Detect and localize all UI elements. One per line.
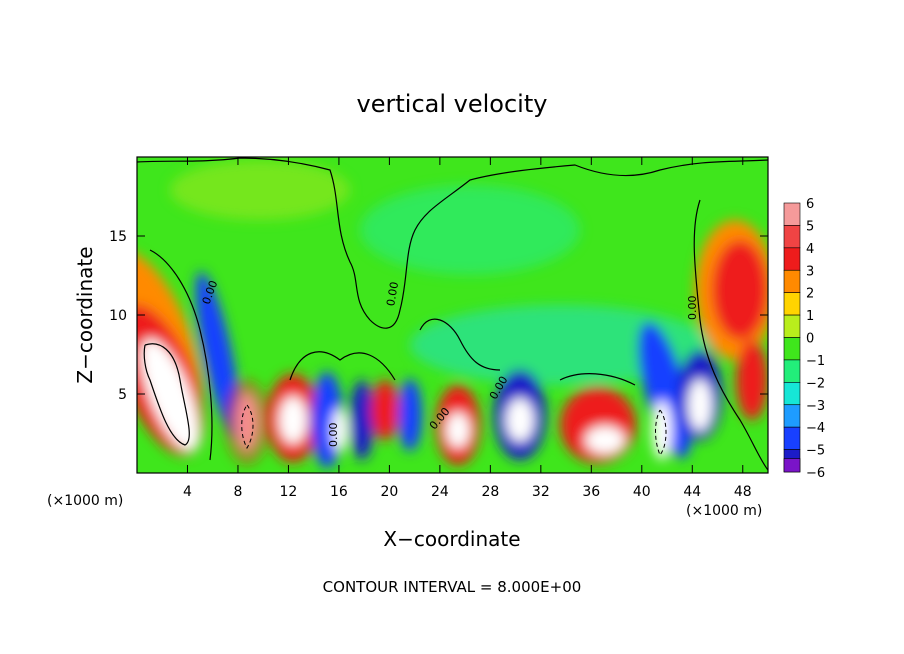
contour-label-6: 0.00: [327, 423, 340, 448]
white-core-26: [446, 412, 470, 448]
y-tick-label-0: 5: [118, 387, 127, 403]
right-red-lower: [736, 340, 768, 420]
blue-streak-8: [195, 271, 241, 439]
x-tick-label-8: 36: [582, 484, 600, 500]
contour-interval-footer: CONTOUR INTERVAL = 8.000E+00: [323, 578, 582, 596]
colorbar-label-2: 4: [806, 242, 814, 257]
zero-contours: [137, 157, 768, 471]
y-unit-label: (×1000 m): [47, 493, 123, 509]
x-tick-label-5: 24: [431, 484, 449, 500]
zero-contour-left: [149, 249, 213, 461]
negative-contours: [241, 404, 667, 456]
blue-band-42: [638, 322, 692, 458]
right-red-core: [712, 240, 768, 340]
red-ring-8: [225, 380, 269, 464]
x-tick-label-3: 16: [330, 484, 348, 500]
inner-contour-left: [143, 343, 190, 446]
y-tick-label-1: 10: [109, 308, 127, 324]
x-tick-label-9: 40: [633, 484, 651, 500]
colorbar-label-11: −5: [806, 444, 825, 459]
colorbar-swatch-5: [783, 314, 801, 338]
colorbar-swatch-2: [783, 247, 801, 271]
upper-cyan-patch: [360, 185, 580, 275]
colorbar-swatch-12: [783, 458, 801, 473]
colorbar-swatch-0: [783, 202, 801, 226]
zero-contour-cells: [289, 318, 636, 386]
colorbar-label-6: 0: [806, 332, 814, 347]
colorbar-swatch-7: [783, 359, 801, 383]
colorbar-label-9: −3: [806, 399, 825, 414]
colorbar-swatch-6: [783, 337, 801, 361]
x-tick-label-0: 4: [183, 484, 192, 500]
colorbar: 6 5 4 3 2 1 0 −1 −2 −3 −4 −5 −6: [783, 197, 825, 481]
x-tick-label-2: 12: [280, 484, 298, 500]
colorbar-swatch-4: [783, 292, 801, 316]
plot-area: 0.00 0.00 0.00 0.00 0.00 0.00: [137, 157, 768, 473]
colorbar-swatch-3: [783, 269, 801, 293]
y-tick-label-2: 15: [109, 229, 127, 245]
contour-label-5: 0.00: [686, 296, 699, 321]
colorbar-swatch-8: [783, 382, 801, 406]
x-tick-label-10: 44: [683, 484, 701, 500]
red-cell-20: [371, 380, 399, 440]
colorbar-label-0: 6: [806, 197, 814, 212]
contour-label-2: 0.00: [384, 281, 401, 307]
colorbar-label-5: 1: [806, 309, 814, 324]
colorbar-swatch-9: [783, 404, 801, 428]
colorbar-label-12: −6: [806, 466, 825, 481]
neg-contour-8: [241, 404, 254, 450]
colorbar-label-8: −2: [806, 376, 825, 391]
y-axis-label: Z−coordinate: [73, 246, 97, 383]
colorbar-label-4: 2: [806, 287, 814, 302]
x-unit-label: (×1000 m): [686, 503, 762, 519]
x-tick-label-7: 32: [532, 484, 550, 500]
white-core-16: [332, 408, 348, 452]
white-core-30: [506, 398, 534, 442]
zero-contour-right: [693, 199, 768, 471]
colorbar-swatch-10: [783, 426, 801, 450]
blue-cell-18: [350, 380, 374, 460]
x-tick-label-6: 28: [481, 484, 499, 500]
colorbar-label-3: 3: [806, 264, 814, 279]
x-axis: 4 8 12 16 20 24 28 32 36 40 44 48: [183, 157, 752, 500]
x-tick-label-1: 8: [233, 484, 242, 500]
colorbar-label-10: −4: [806, 421, 825, 436]
white-core-36: [585, 426, 625, 454]
x-axis-label: X−coordinate: [383, 527, 520, 551]
x-tick-label-11: 48: [734, 484, 752, 500]
neg-contour-41: [655, 409, 667, 456]
chart-title: vertical velocity: [357, 90, 548, 118]
upper-yellowgreen-patch: [170, 160, 350, 220]
blue-cell-22: [398, 379, 422, 451]
mid-cyan-band: [410, 305, 710, 385]
x-tick-label-4: 20: [380, 484, 398, 500]
colorbar-swatch-1: [783, 225, 801, 249]
colorbar-label-7: −1: [806, 354, 825, 369]
colorbar-label-1: 5: [806, 219, 814, 234]
y-axis: 5 10 15: [109, 229, 768, 403]
white-core-45: [688, 379, 712, 431]
left-white-core: [140, 338, 200, 452]
zero-contour-upper: [137, 157, 768, 329]
white-core-12: [279, 396, 307, 444]
